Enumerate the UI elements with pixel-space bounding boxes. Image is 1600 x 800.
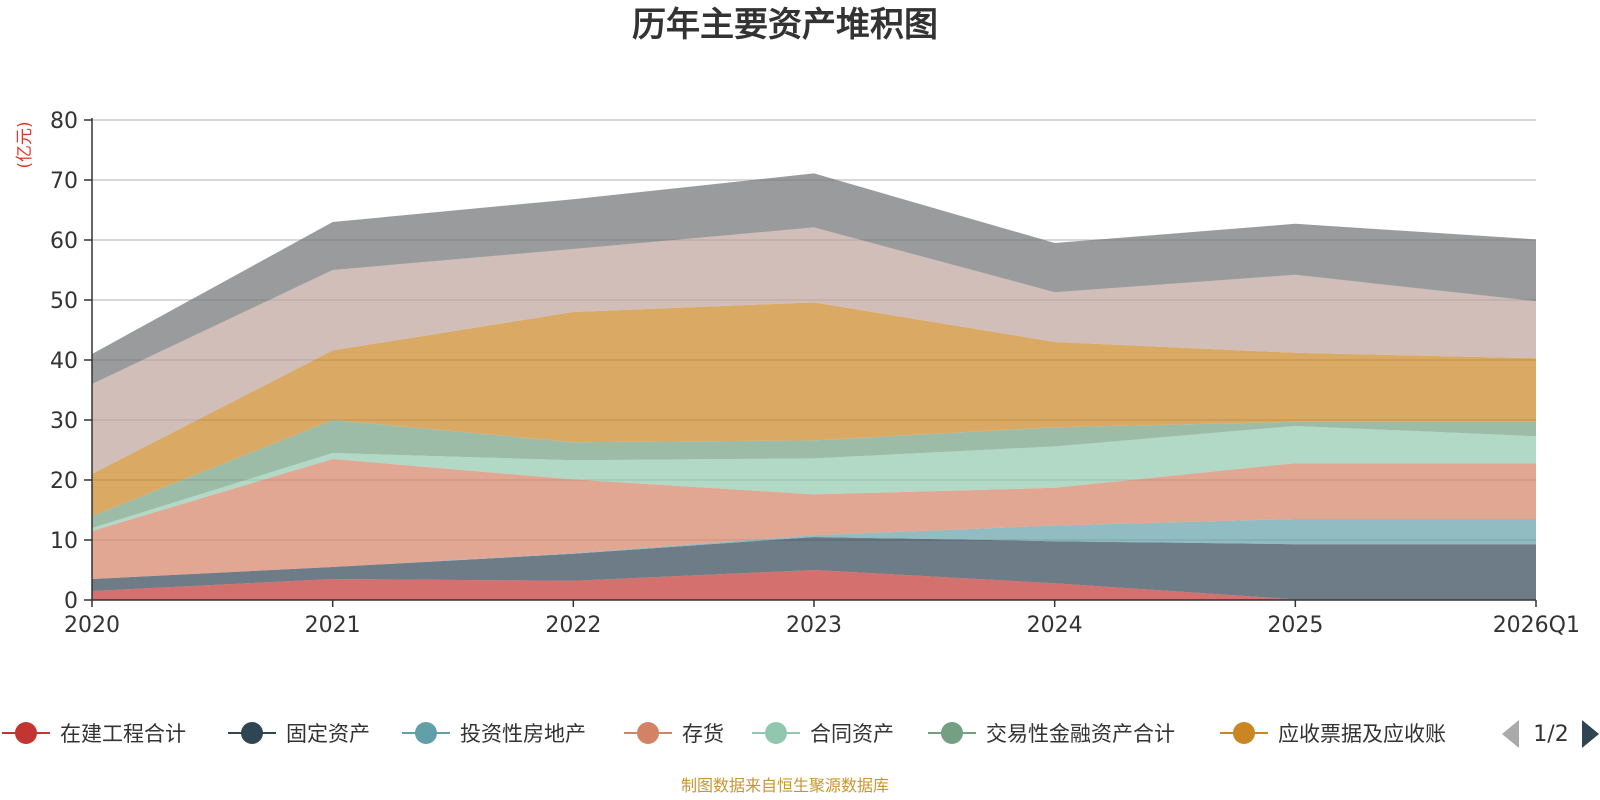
axes: 0 10 20 30 40 50 60 70 80 2020 2021 2022 2023 2024 202… [50, 109, 1580, 638]
legend-item-2[interactable]: 固定资产 [228, 722, 370, 746]
legend-item-6[interactable]: 交易性金融资产合计 [928, 722, 1175, 746]
legend-item-1[interactable]: 在建工程合计 [2, 722, 186, 746]
legend-label: 存货 [682, 722, 724, 746]
legend-label: 交易性金融资产合计 [986, 722, 1175, 746]
area-series-8[interactable] [92, 227, 1536, 474]
legend-item-3[interactable]: 投资性房地产 [402, 722, 586, 746]
area-series-9[interactable] [92, 173, 1536, 384]
legend-prev-page-icon[interactable] [1502, 720, 1519, 748]
x-tick-label: 2026Q1 [1493, 613, 1580, 638]
y-tick-label: 0 [64, 589, 78, 614]
area-series-2[interactable] [92, 537, 1536, 600]
x-tick-label: 2020 [64, 613, 120, 638]
y-tick-label: 70 [50, 169, 78, 194]
y-tick-label: 60 [50, 229, 78, 254]
legend-marker [15, 722, 37, 744]
y-tick-label: 40 [50, 349, 78, 374]
x-tick-label: 2024 [1027, 613, 1083, 638]
x-tick-label: 2023 [786, 613, 842, 638]
legend-marker [415, 722, 437, 744]
legend-page-indicator: 1/2 [1533, 722, 1568, 747]
legend: 在建工程合计 固定资产 投资性房地产 存货 合同资产 交易性金融资产合计 应收票据及应收账 1… [2, 720, 1599, 748]
x-tick-label: 2022 [545, 613, 601, 638]
y-tick-label: 30 [50, 409, 78, 434]
legend-label: 应收票据及应收账 [1278, 722, 1446, 746]
y-tick-label: 10 [50, 529, 78, 554]
legend-marker [941, 722, 963, 744]
legend-marker [1233, 722, 1255, 744]
legend-label: 合同资产 [810, 722, 894, 746]
area-series-5[interactable] [92, 426, 1536, 531]
area-series-4[interactable] [92, 459, 1536, 579]
x-tick-label: 2021 [305, 613, 361, 638]
legend-marker [241, 722, 263, 744]
area-series-6[interactable] [92, 420, 1536, 528]
area-series [92, 173, 1536, 600]
legend-label: 在建工程合计 [60, 722, 186, 746]
area-series-1[interactable] [92, 570, 1536, 600]
area-series-3[interactable] [92, 519, 1536, 579]
legend-marker [765, 722, 787, 744]
legend-item-5[interactable]: 合同资产 [752, 722, 894, 746]
legend-item-7[interactable]: 应收票据及应收账 [1220, 722, 1446, 746]
legend-next-page-icon[interactable] [1582, 720, 1599, 748]
y-tick-label: 50 [50, 289, 78, 314]
source-note: 制图数据来自恒生聚源数据库 [681, 776, 889, 795]
chart-title: 历年主要资产堆积图 [632, 5, 938, 45]
legend-marker [637, 722, 659, 744]
y-axis-unit-label: (亿元) [15, 121, 35, 168]
legend-item-4[interactable]: 存货 [624, 722, 724, 746]
legend-label: 固定资产 [286, 722, 370, 746]
area-series-7[interactable] [92, 302, 1536, 516]
legend-label: 投资性房地产 [460, 722, 586, 746]
x-tick-label: 2025 [1267, 613, 1323, 638]
y-tick-label: 20 [50, 469, 78, 494]
y-tick-label: 80 [50, 109, 78, 134]
